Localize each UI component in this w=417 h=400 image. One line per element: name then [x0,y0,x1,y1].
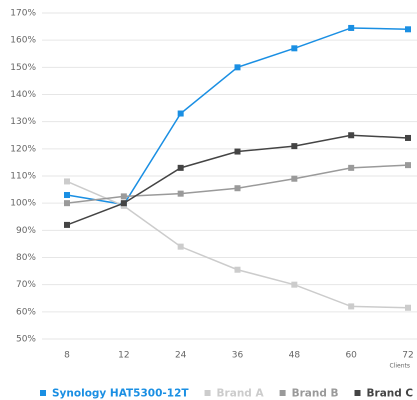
data-point [177,110,184,117]
data-point [405,26,411,33]
y-tick-label: 130% [10,117,36,127]
y-tick-label: 80% [16,253,36,263]
y-tick-label: 90% [16,226,36,236]
x-tick-label: 36 [232,351,244,361]
y-tick-label: 50% [16,335,36,345]
data-point [348,303,355,310]
x-tick-label: 48 [289,351,301,361]
data-point [177,243,184,250]
x-tick-label: 72 [402,351,413,361]
data-point [291,45,298,52]
legend-swatch [204,390,211,396]
y-tick-label: 170% [10,9,36,19]
y-tick-label: 160% [10,36,36,46]
legend-label: Synology HAT5300-12T [52,388,189,400]
y-tick-label: 110% [10,172,36,182]
data-point [234,64,241,71]
data-point [177,164,184,171]
data-point [234,185,241,192]
series-line [66,180,409,309]
legend-label: Brand C [367,388,414,400]
data-point [177,190,184,197]
legend-label: Brand A [217,388,265,400]
data-point [64,178,70,185]
data-point [234,148,241,155]
legend-swatch [354,390,361,396]
y-tick-label: 150% [10,63,36,73]
x-tick-label: 60 [345,351,357,361]
data-point [234,266,241,273]
data-point [348,164,355,171]
data-point [120,200,127,207]
y-tick-label: 120% [10,144,36,154]
data-point [120,193,127,200]
data-point [348,132,355,139]
x-tick-label: 12 [118,351,129,361]
data-point [291,143,298,150]
data-point [348,24,355,31]
legend-label: Brand B [292,388,339,400]
series-line [66,164,409,204]
y-tick-label: 60% [16,307,36,317]
y-tick-label: 70% [16,280,36,290]
data-point [64,192,70,199]
legend-swatch [279,390,286,396]
data-point [405,162,411,169]
x-tick-label: 24 [175,351,187,361]
series-line [66,27,409,206]
y-tick-label: 100% [10,199,36,209]
data-point [291,281,298,288]
legend-swatch [40,390,46,396]
data-point [64,221,70,228]
y-tick-label: 140% [10,90,36,100]
data-point [405,304,411,311]
x-tick-label: 8 [64,351,70,361]
x-axis-label: Clients [390,363,411,370]
data-point [291,175,298,182]
data-point [64,200,70,207]
data-point [405,134,411,141]
